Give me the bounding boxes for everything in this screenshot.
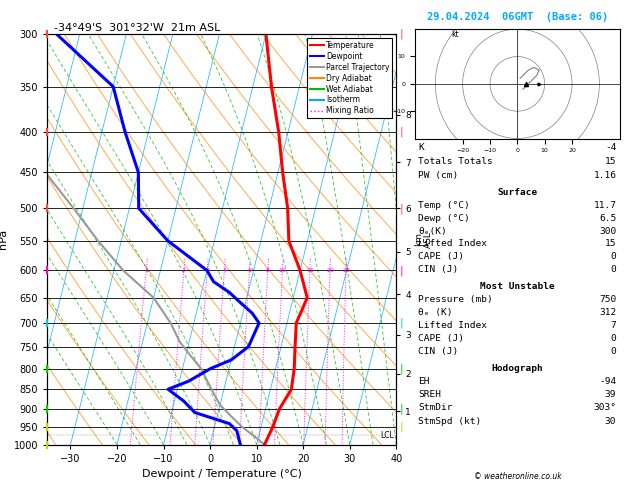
Text: 0: 0 bbox=[611, 265, 616, 274]
Text: 15: 15 bbox=[605, 157, 616, 166]
Text: Surface: Surface bbox=[498, 188, 537, 197]
Text: |: | bbox=[399, 422, 403, 433]
Text: Most Unstable: Most Unstable bbox=[480, 282, 555, 291]
Text: Totals Totals: Totals Totals bbox=[418, 157, 493, 166]
Text: 20: 20 bbox=[326, 268, 334, 273]
Text: |: | bbox=[399, 265, 403, 276]
Text: θₑ(K): θₑ(K) bbox=[418, 226, 447, 236]
Text: 0: 0 bbox=[611, 252, 616, 261]
Text: PW (cm): PW (cm) bbox=[418, 171, 459, 180]
Text: Lifted Index: Lifted Index bbox=[418, 321, 487, 330]
Text: Dewp (°C): Dewp (°C) bbox=[418, 214, 470, 223]
Text: SREH: SREH bbox=[418, 390, 442, 399]
Text: 29.04.2024  06GMT  (Base: 06): 29.04.2024 06GMT (Base: 06) bbox=[426, 12, 608, 22]
Text: -94: -94 bbox=[599, 377, 616, 386]
Text: 15: 15 bbox=[306, 268, 314, 273]
Text: 11.7: 11.7 bbox=[593, 201, 616, 210]
Text: 6: 6 bbox=[247, 268, 252, 273]
Text: StmDir: StmDir bbox=[418, 403, 453, 413]
Text: K: K bbox=[418, 143, 424, 152]
Text: CIN (J): CIN (J) bbox=[418, 347, 459, 356]
Text: Temp (°C): Temp (°C) bbox=[418, 201, 470, 210]
Text: 3: 3 bbox=[205, 268, 209, 273]
Text: |: | bbox=[399, 203, 403, 213]
Text: EH: EH bbox=[418, 377, 430, 386]
Text: 4: 4 bbox=[223, 268, 226, 273]
Legend: Temperature, Dewpoint, Parcel Trajectory, Dry Adiabat, Wet Adiabat, Isotherm, Mi: Temperature, Dewpoint, Parcel Trajectory… bbox=[307, 38, 392, 119]
Text: kt: kt bbox=[452, 30, 459, 39]
Text: 0: 0 bbox=[611, 347, 616, 356]
Text: 303°: 303° bbox=[593, 403, 616, 413]
Text: |: | bbox=[399, 318, 403, 328]
Y-axis label: hPa: hPa bbox=[0, 229, 8, 249]
Text: 750: 750 bbox=[599, 295, 616, 304]
Text: Pressure (mb): Pressure (mb) bbox=[418, 295, 493, 304]
Text: 2: 2 bbox=[182, 268, 186, 273]
Text: θₑ (K): θₑ (K) bbox=[418, 308, 453, 317]
Text: 15: 15 bbox=[605, 240, 616, 248]
Text: |: | bbox=[399, 127, 403, 138]
Text: CAPE (J): CAPE (J) bbox=[418, 334, 464, 343]
Text: 25: 25 bbox=[342, 268, 350, 273]
Text: © weatheronline.co.uk: © weatheronline.co.uk bbox=[474, 472, 561, 481]
Text: Hodograph: Hodograph bbox=[491, 364, 543, 373]
Text: |: | bbox=[399, 29, 403, 39]
X-axis label: Dewpoint / Temperature (°C): Dewpoint / Temperature (°C) bbox=[142, 469, 302, 479]
Text: 39: 39 bbox=[605, 390, 616, 399]
Text: 10: 10 bbox=[279, 268, 286, 273]
Text: 7: 7 bbox=[611, 321, 616, 330]
Text: |: | bbox=[399, 364, 403, 374]
Text: 1: 1 bbox=[144, 268, 148, 273]
Text: 0: 0 bbox=[611, 334, 616, 343]
Text: -4: -4 bbox=[605, 143, 616, 152]
Text: Lifted Index: Lifted Index bbox=[418, 240, 487, 248]
Y-axis label: km
ASL: km ASL bbox=[414, 231, 433, 248]
Text: 1.16: 1.16 bbox=[593, 171, 616, 180]
Text: 6.5: 6.5 bbox=[599, 214, 616, 223]
Text: |: | bbox=[399, 403, 403, 414]
Text: -34°49'S  301°32'W  21m ASL: -34°49'S 301°32'W 21m ASL bbox=[54, 23, 221, 33]
Text: 312: 312 bbox=[599, 308, 616, 317]
Text: 300: 300 bbox=[599, 226, 616, 236]
Text: CIN (J): CIN (J) bbox=[418, 265, 459, 274]
Text: 8: 8 bbox=[266, 268, 270, 273]
Text: StmSpd (kt): StmSpd (kt) bbox=[418, 417, 482, 426]
Text: 30: 30 bbox=[605, 417, 616, 426]
Text: CAPE (J): CAPE (J) bbox=[418, 252, 464, 261]
Text: LCL: LCL bbox=[380, 431, 394, 439]
